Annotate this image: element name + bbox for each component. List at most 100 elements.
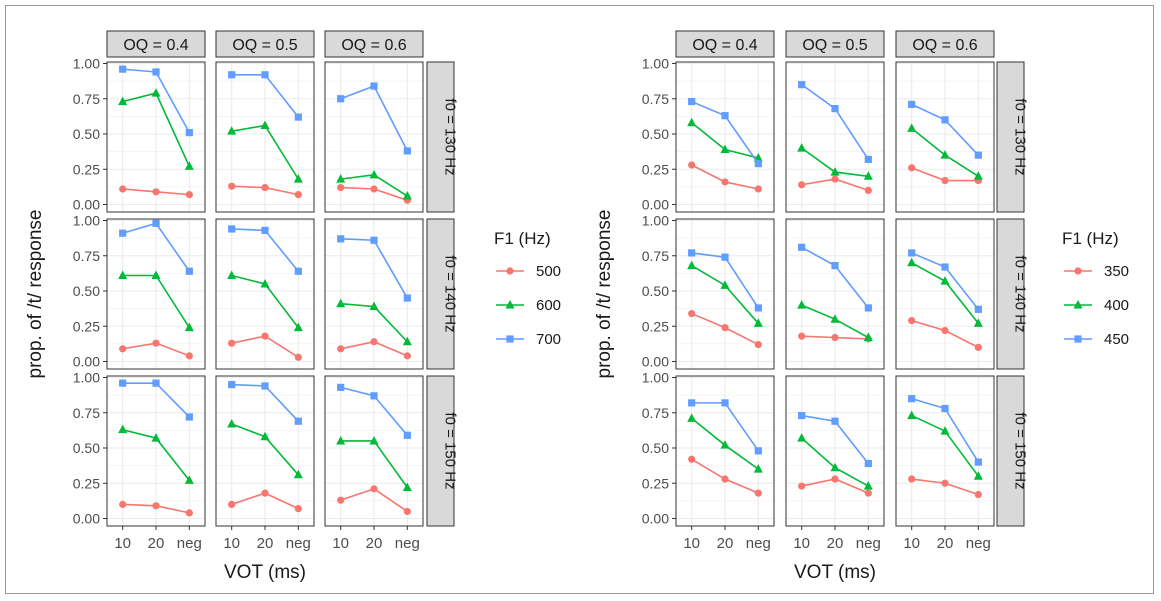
data-point-350 (798, 332, 806, 340)
data-point-400 (797, 433, 807, 442)
data-point-450 (831, 417, 839, 425)
data-point-350 (798, 482, 806, 490)
data-point-400 (720, 144, 730, 154)
data-point-600 (293, 174, 303, 183)
data-point-350 (908, 475, 916, 483)
column-strip (785, 30, 885, 58)
data-point-450 (688, 249, 696, 257)
data-point-500 (294, 191, 302, 199)
x-tick-label: neg (856, 535, 881, 552)
data-point-450 (721, 399, 729, 407)
y-tick-label: 0.25 (642, 161, 669, 177)
x-tick-label: neg (966, 535, 991, 552)
data-point-400 (940, 150, 950, 159)
x-axis-title: VOT (ms) (794, 562, 876, 583)
panel-2-3 (324, 218, 424, 370)
data-point-400 (797, 300, 807, 309)
data-point-500 (261, 332, 269, 340)
data-point-700 (370, 82, 378, 90)
column-strip-label: OQ = 0.4 (692, 37, 757, 54)
chart-1: OQ = 0.4 OQ = 0.5 OQ = 0.6 f0 = 130 Hz f0 = … (25, 30, 561, 583)
data-point-700 (337, 383, 345, 391)
data-point-600 (369, 169, 379, 179)
data-point-700 (261, 382, 269, 390)
y-tick-label: 0.00 (642, 197, 669, 213)
data-point-450 (754, 447, 762, 455)
data-point-500 (370, 485, 378, 493)
column-strip (675, 30, 775, 58)
row-strip (996, 61, 1025, 213)
data-point-350 (831, 333, 839, 342)
data-point-400 (830, 167, 840, 176)
data-point-450 (864, 459, 872, 468)
y-tick-label: 0.50 (642, 283, 669, 299)
y-tick-label: 0.50 (642, 126, 669, 142)
panel-1-1: 0.00 0.25 0.50 0.75 1.00 (73, 56, 206, 213)
data-point-600 (260, 120, 270, 130)
data-point-500 (152, 188, 160, 196)
panel-2-1: 0.00 0.25 0.50 0.75 1.00 (642, 213, 775, 370)
data-point-500 (185, 509, 193, 517)
panel-1-2 (215, 61, 315, 213)
panel-1-3 (324, 61, 424, 213)
data-point-450 (688, 399, 696, 407)
x-tick-label: 10 (903, 535, 920, 552)
data-point-350 (908, 317, 916, 325)
data-point-350 (941, 326, 949, 335)
data-point-350 (831, 475, 839, 483)
data-point-450 (974, 151, 982, 159)
data-point-450 (864, 155, 872, 163)
data-point-500 (294, 353, 302, 361)
legend-title: F1 (Hz) (494, 229, 551, 248)
x-tick-label: 20 (827, 535, 844, 552)
data-point-700 (403, 294, 411, 302)
data-point-600 (184, 322, 194, 332)
panel-border (675, 218, 775, 370)
data-point-700 (185, 413, 193, 421)
chart-2: OQ = 0.4 OQ = 0.5 OQ = 0.6 f0 = 130 Hz f0 = … (594, 30, 1129, 583)
data-point-350 (864, 489, 872, 497)
figure-frame (5, 5, 1154, 594)
y-tick-label: 0.50 (73, 126, 100, 142)
data-point-400 (797, 143, 807, 152)
data-point-700 (119, 229, 127, 237)
data-point-700 (370, 236, 378, 244)
y-tick-label: 0.75 (73, 248, 100, 264)
data-point-600 (293, 322, 303, 332)
data-point-600 (369, 301, 379, 311)
data-point-500 (152, 339, 160, 347)
data-point-400 (907, 410, 917, 420)
y-tick-label: 1.00 (642, 370, 669, 386)
data-point-400 (720, 280, 730, 289)
data-point-700 (261, 71, 269, 79)
column-strip (895, 30, 995, 58)
data-point-700 (337, 235, 345, 243)
data-point-450 (798, 81, 806, 89)
y-tick-label: 0.25 (642, 318, 669, 334)
data-point-400 (753, 464, 763, 473)
legend-label: 400 (1104, 297, 1129, 314)
y-tick-label: 0.25 (73, 475, 100, 491)
row-strip-label: f0 = 150 Hz (1012, 412, 1029, 489)
data-point-600 (227, 270, 237, 279)
panel-border (215, 218, 315, 370)
data-point-700 (294, 113, 302, 121)
y-tick-label: 0.75 (73, 405, 100, 421)
data-point-400 (687, 413, 697, 422)
legend-key-marker (1074, 267, 1082, 275)
row-strip (426, 218, 455, 370)
y-tick-label: 0.00 (642, 354, 669, 370)
data-point-600 (227, 419, 237, 428)
panel-3-2: 10 20 neg (215, 375, 315, 552)
column-strip-label: OQ = 0.6 (912, 37, 977, 54)
data-point-350 (688, 161, 696, 169)
row-strip (426, 61, 455, 213)
x-tick-label: neg (395, 535, 420, 552)
legend-label: 450 (1104, 331, 1129, 348)
data-point-500 (119, 500, 127, 508)
data-point-600 (184, 161, 194, 170)
data-point-700 (261, 226, 269, 234)
data-point-600 (336, 174, 346, 183)
data-point-500 (403, 507, 411, 516)
data-point-450 (908, 395, 916, 403)
